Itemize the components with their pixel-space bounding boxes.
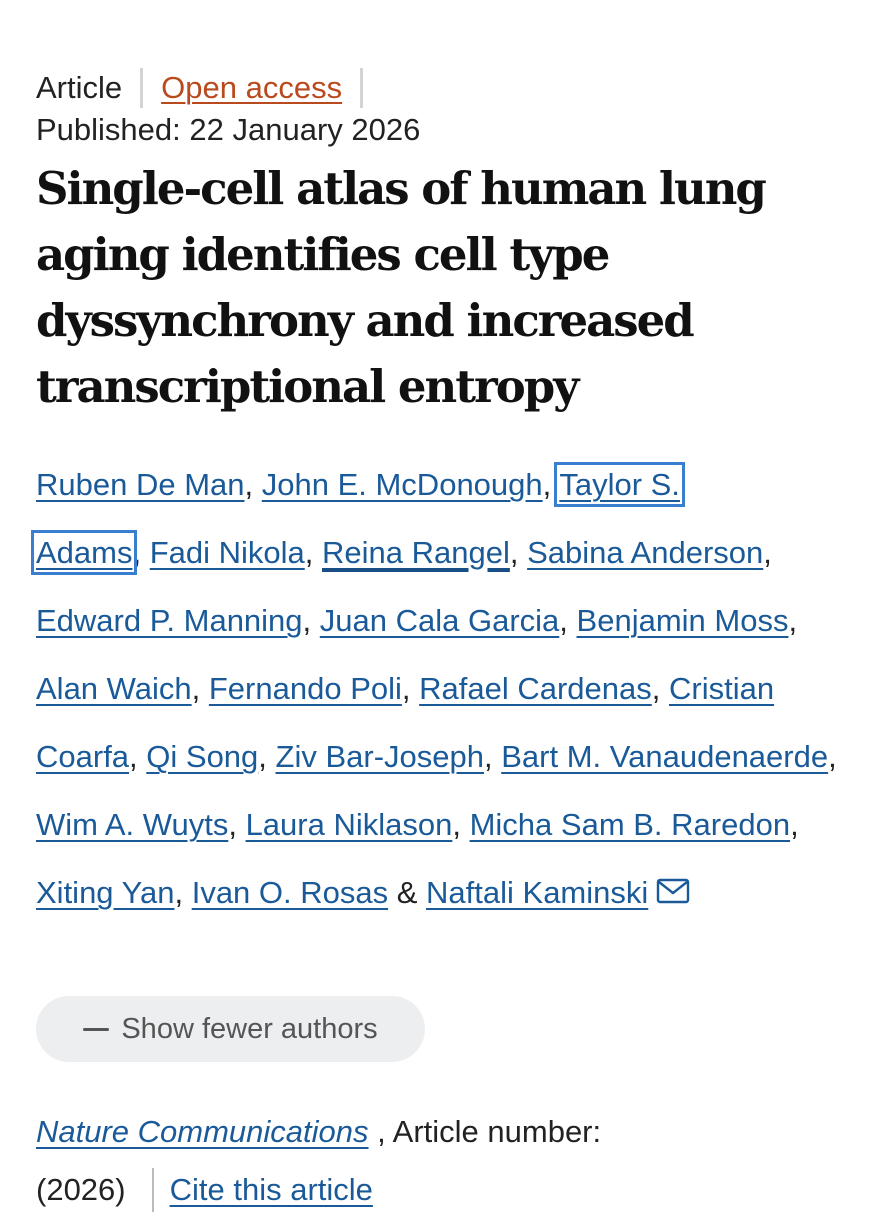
mail-icon[interactable]: [656, 878, 690, 904]
author-link[interactable]: Edward P. Manning: [36, 603, 303, 638]
author-link[interactable]: Sabina Anderson: [527, 535, 764, 570]
author-link[interactable]: Micha Sam B. Raredon: [469, 807, 791, 842]
author-link[interactable]: Fadi Nikola: [149, 535, 305, 570]
show-fewer-authors-button[interactable]: Show fewer authors: [36, 996, 425, 1062]
open-access-link[interactable]: Open access: [161, 70, 343, 105]
citation-line: Nature Communications , Article number:: [36, 1105, 846, 1159]
show-fewer-authors-label: Show fewer authors: [121, 1012, 378, 1045]
article-number-label: , Article number:: [368, 1114, 602, 1149]
author-link-corresponding[interactable]: Naftali Kaminski: [426, 875, 649, 910]
author-link[interactable]: Qi Song: [146, 739, 259, 774]
author-link[interactable]: Fernando Poli: [208, 671, 402, 706]
journal-link[interactable]: Nature Communications: [36, 1114, 369, 1149]
author-link-highlighted[interactable]: Adams: [30, 530, 138, 575]
divider: [360, 68, 364, 108]
minus-icon: [83, 1027, 110, 1031]
author-link[interactable]: Reina Rangel: [322, 535, 510, 570]
article-type: Article: [36, 70, 123, 105]
author-link[interactable]: Wim A. Wuyts: [36, 807, 229, 842]
published-date: Published: 22 January 2026: [36, 112, 421, 147]
divider: [151, 1168, 154, 1212]
divider: [140, 68, 144, 108]
article-meta: Article Open access: [36, 66, 381, 110]
citation-year-row: (2026) Cite this article: [36, 1165, 373, 1215]
author-link[interactable]: Ivan O. Rosas: [191, 875, 389, 910]
author-list: Ruben De Man, John E. McDonough, Taylor …: [30, 462, 837, 910]
author-link[interactable]: Xiting Yan: [36, 875, 175, 910]
author-link[interactable]: Alan Waich: [36, 671, 192, 706]
cite-this-article-link[interactable]: Cite this article: [169, 1172, 373, 1207]
author-link[interactable]: Cristian Coarfa: [36, 671, 775, 774]
author-link[interactable]: Benjamin Moss: [576, 603, 789, 638]
author-link[interactable]: Bart M. Vanaudenaerde: [501, 739, 829, 774]
author-link[interactable]: Juan Cala Garcia: [319, 603, 560, 638]
author-link[interactable]: Rafael Cardenas: [419, 671, 652, 706]
author-link[interactable]: John E. McDonough: [261, 467, 543, 502]
author-link[interactable]: Laura Niklason: [245, 807, 453, 842]
article-title: Single-cell atlas of human lung aging id…: [36, 162, 767, 413]
author-link[interactable]: Ruben De Man: [36, 467, 245, 502]
publication-year: (2026): [36, 1172, 126, 1207]
author-link[interactable]: Ziv Bar-Joseph: [275, 739, 484, 774]
author-link-highlighted[interactable]: Taylor S.: [554, 462, 685, 507]
